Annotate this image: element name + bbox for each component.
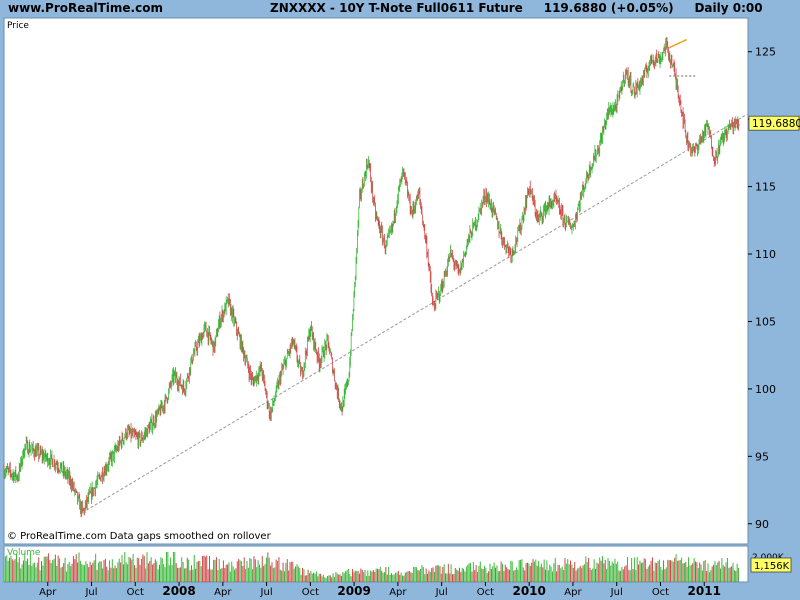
x-tick-label: Apr [214,587,232,598]
chart-title: ZNXXXX - 10Y T-Note Full0611 Future 119.… [270,1,763,15]
timeframe[interactable]: Daily [694,1,729,15]
bar-time: 0:00 [732,1,763,15]
x-tick-label: Oct [302,587,319,598]
chart-footer: © ProRealTime.com Data gaps smoothed on … [7,531,272,542]
x-tick-label: Oct [127,587,144,598]
price-change: (+0.05%) [610,1,674,15]
x-tick-label: Oct [477,587,494,598]
y-tick-label: 105 [755,315,776,328]
volume-tag: 1,156K [750,557,792,573]
volume-tag-value: 1,156K [754,561,790,572]
x-tick-label: 2010 [512,584,545,598]
price-panel[interactable] [3,17,749,545]
date-axis[interactable]: Apr Jul Oct 2008 Apr Jul Oct 2009 Apr Jul Oct 2010 A… [39,582,721,598]
x-tick-label: Jul [260,587,273,598]
x-tick-label: 2011 [688,584,721,598]
volume-panel-label: Volume [7,548,41,558]
x-tick-label: 2009 [337,584,370,598]
x-tick-label: 2008 [162,584,195,598]
support-trendline[interactable] [86,113,749,511]
last-price: 119.6880 [543,1,607,15]
x-tick-label: Jul [435,587,448,598]
price-panel-label: Price [7,21,29,31]
top-bar: www.ProRealTime.com ZNXXXX - 10Y T-Note … [0,0,800,18]
y-tick-label: 110 [755,248,776,261]
price-axis[interactable]: 90 95 100 105 110 115 125 [748,46,776,531]
volume-bars [3,552,740,582]
x-tick-label: Jul [610,587,623,598]
x-tick-label: Apr [564,587,582,598]
y-tick-label: 90 [755,518,769,531]
y-tick-label: 115 [755,181,776,194]
x-tick-label: Jul [84,587,97,598]
site-link[interactable]: www.ProRealTime.com [8,1,163,15]
price-bars [3,37,740,518]
price-tag: 119.6880 [748,115,800,131]
orange-annotation-line[interactable] [668,38,688,49]
trendline-layer [86,38,749,511]
x-tick-label: Apr [389,587,407,598]
y-tick-label: 95 [755,450,769,463]
y-tick-label: 125 [755,46,776,59]
price-tag-value: 119.6880 [752,118,800,130]
instrument-title: ZNXXXX - 10Y T-Note Full0611 Future [270,1,523,15]
y-tick-label: 100 [755,383,776,396]
x-tick-label: Apr [39,587,57,598]
x-tick-label: Oct [652,587,669,598]
